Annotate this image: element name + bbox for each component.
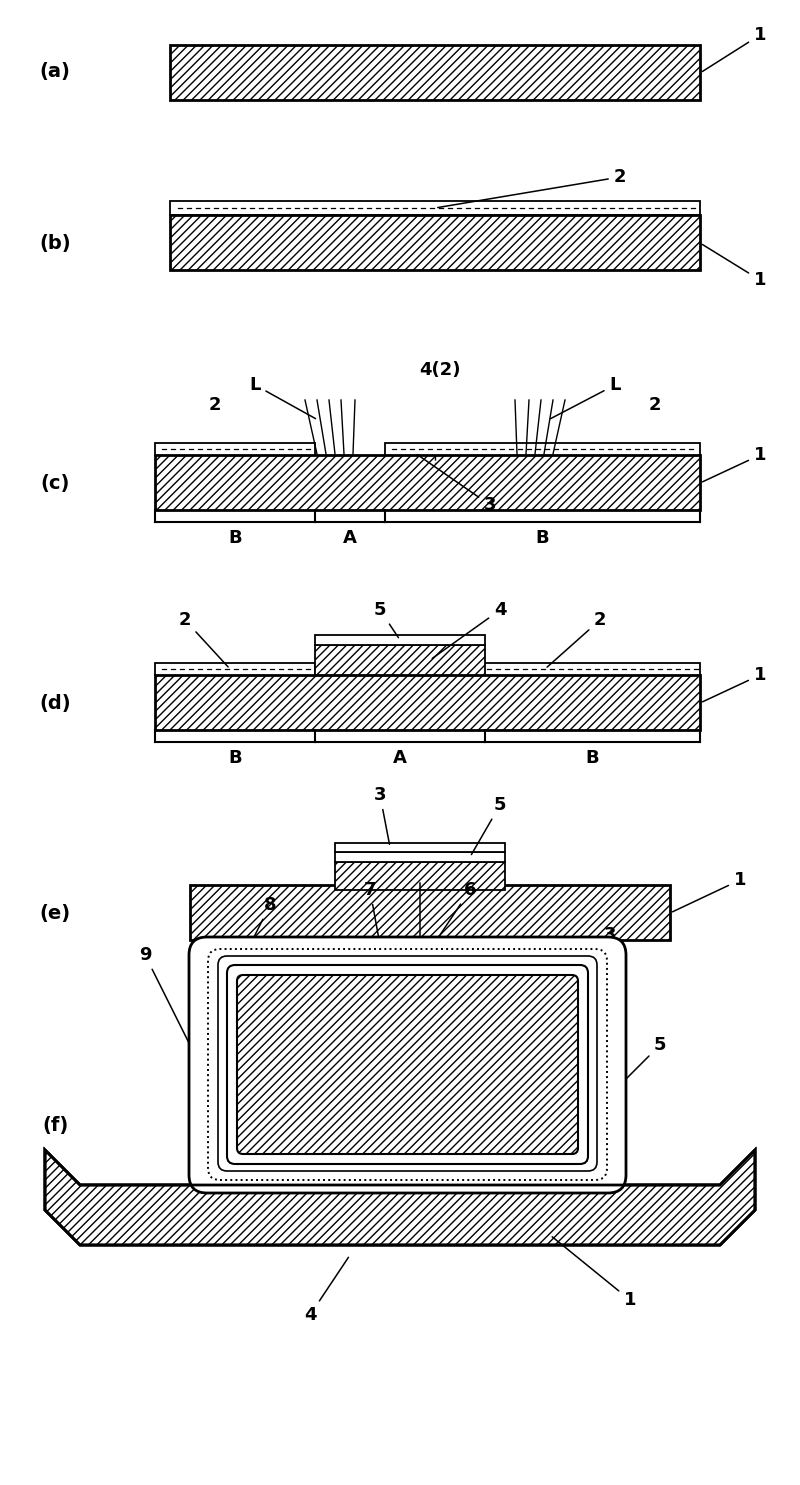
Text: A: A [343, 529, 357, 546]
Text: 2: 2 [649, 396, 662, 414]
Bar [315, 644, 485, 676]
Text: 6: 6 [431, 881, 476, 947]
Bar [155, 662, 315, 676]
Text: 9: 9 [138, 946, 209, 1083]
Text: 7: 7 [364, 881, 379, 943]
Text: 1: 1 [702, 27, 766, 71]
Bar [335, 852, 505, 861]
Text: 3: 3 [418, 454, 496, 514]
Bar [155, 454, 700, 509]
Text: B: B [228, 529, 242, 546]
Text: 4: 4 [414, 882, 426, 970]
Text: L: L [550, 376, 621, 419]
Text: B: B [535, 529, 549, 546]
Bar [335, 861, 505, 890]
FancyBboxPatch shape [227, 965, 588, 1164]
Text: 2: 2 [547, 610, 606, 667]
Text: A: A [393, 748, 407, 766]
Text: (d): (d) [39, 693, 71, 713]
Text: 5: 5 [374, 601, 398, 637]
Text: 1: 1 [702, 446, 766, 481]
Text: 5: 5 [471, 796, 506, 854]
FancyBboxPatch shape [208, 949, 607, 1181]
Bar [155, 443, 315, 454]
Polygon shape [45, 1149, 755, 1244]
Text: B: B [585, 748, 599, 766]
Text: 2: 2 [438, 168, 626, 208]
Text: 3: 3 [604, 927, 616, 1053]
Text: 1: 1 [702, 665, 766, 702]
Bar [190, 885, 670, 940]
Text: 1: 1 [702, 245, 766, 290]
Text: 2: 2 [209, 396, 222, 414]
Bar [170, 200, 700, 215]
Text: (f): (f) [42, 1115, 68, 1135]
Bar [385, 443, 700, 454]
Text: L: L [250, 376, 315, 419]
Text: 3: 3 [374, 786, 390, 845]
Text: (b): (b) [39, 233, 71, 252]
Bar [315, 636, 485, 644]
Text: (c): (c) [40, 474, 70, 493]
Text: 4: 4 [304, 1258, 349, 1325]
Text: 1: 1 [673, 872, 746, 912]
Text: 1: 1 [552, 1237, 636, 1308]
Text: 4: 4 [432, 601, 506, 658]
FancyBboxPatch shape [218, 956, 597, 1172]
Text: 4(2): 4(2) [419, 361, 461, 379]
Text: (e): (e) [39, 903, 70, 922]
Text: (a): (a) [39, 62, 70, 82]
FancyBboxPatch shape [237, 976, 578, 1154]
Text: B: B [228, 748, 242, 766]
Bar [390, 662, 700, 676]
Text: 2: 2 [178, 610, 228, 667]
Text: 5: 5 [602, 1037, 666, 1103]
Bar [170, 45, 700, 99]
Bar [335, 843, 505, 852]
Polygon shape [45, 1149, 755, 1244]
Text: 8: 8 [246, 895, 276, 952]
FancyBboxPatch shape [189, 937, 626, 1192]
Bar [170, 215, 700, 270]
Bar [155, 676, 700, 731]
